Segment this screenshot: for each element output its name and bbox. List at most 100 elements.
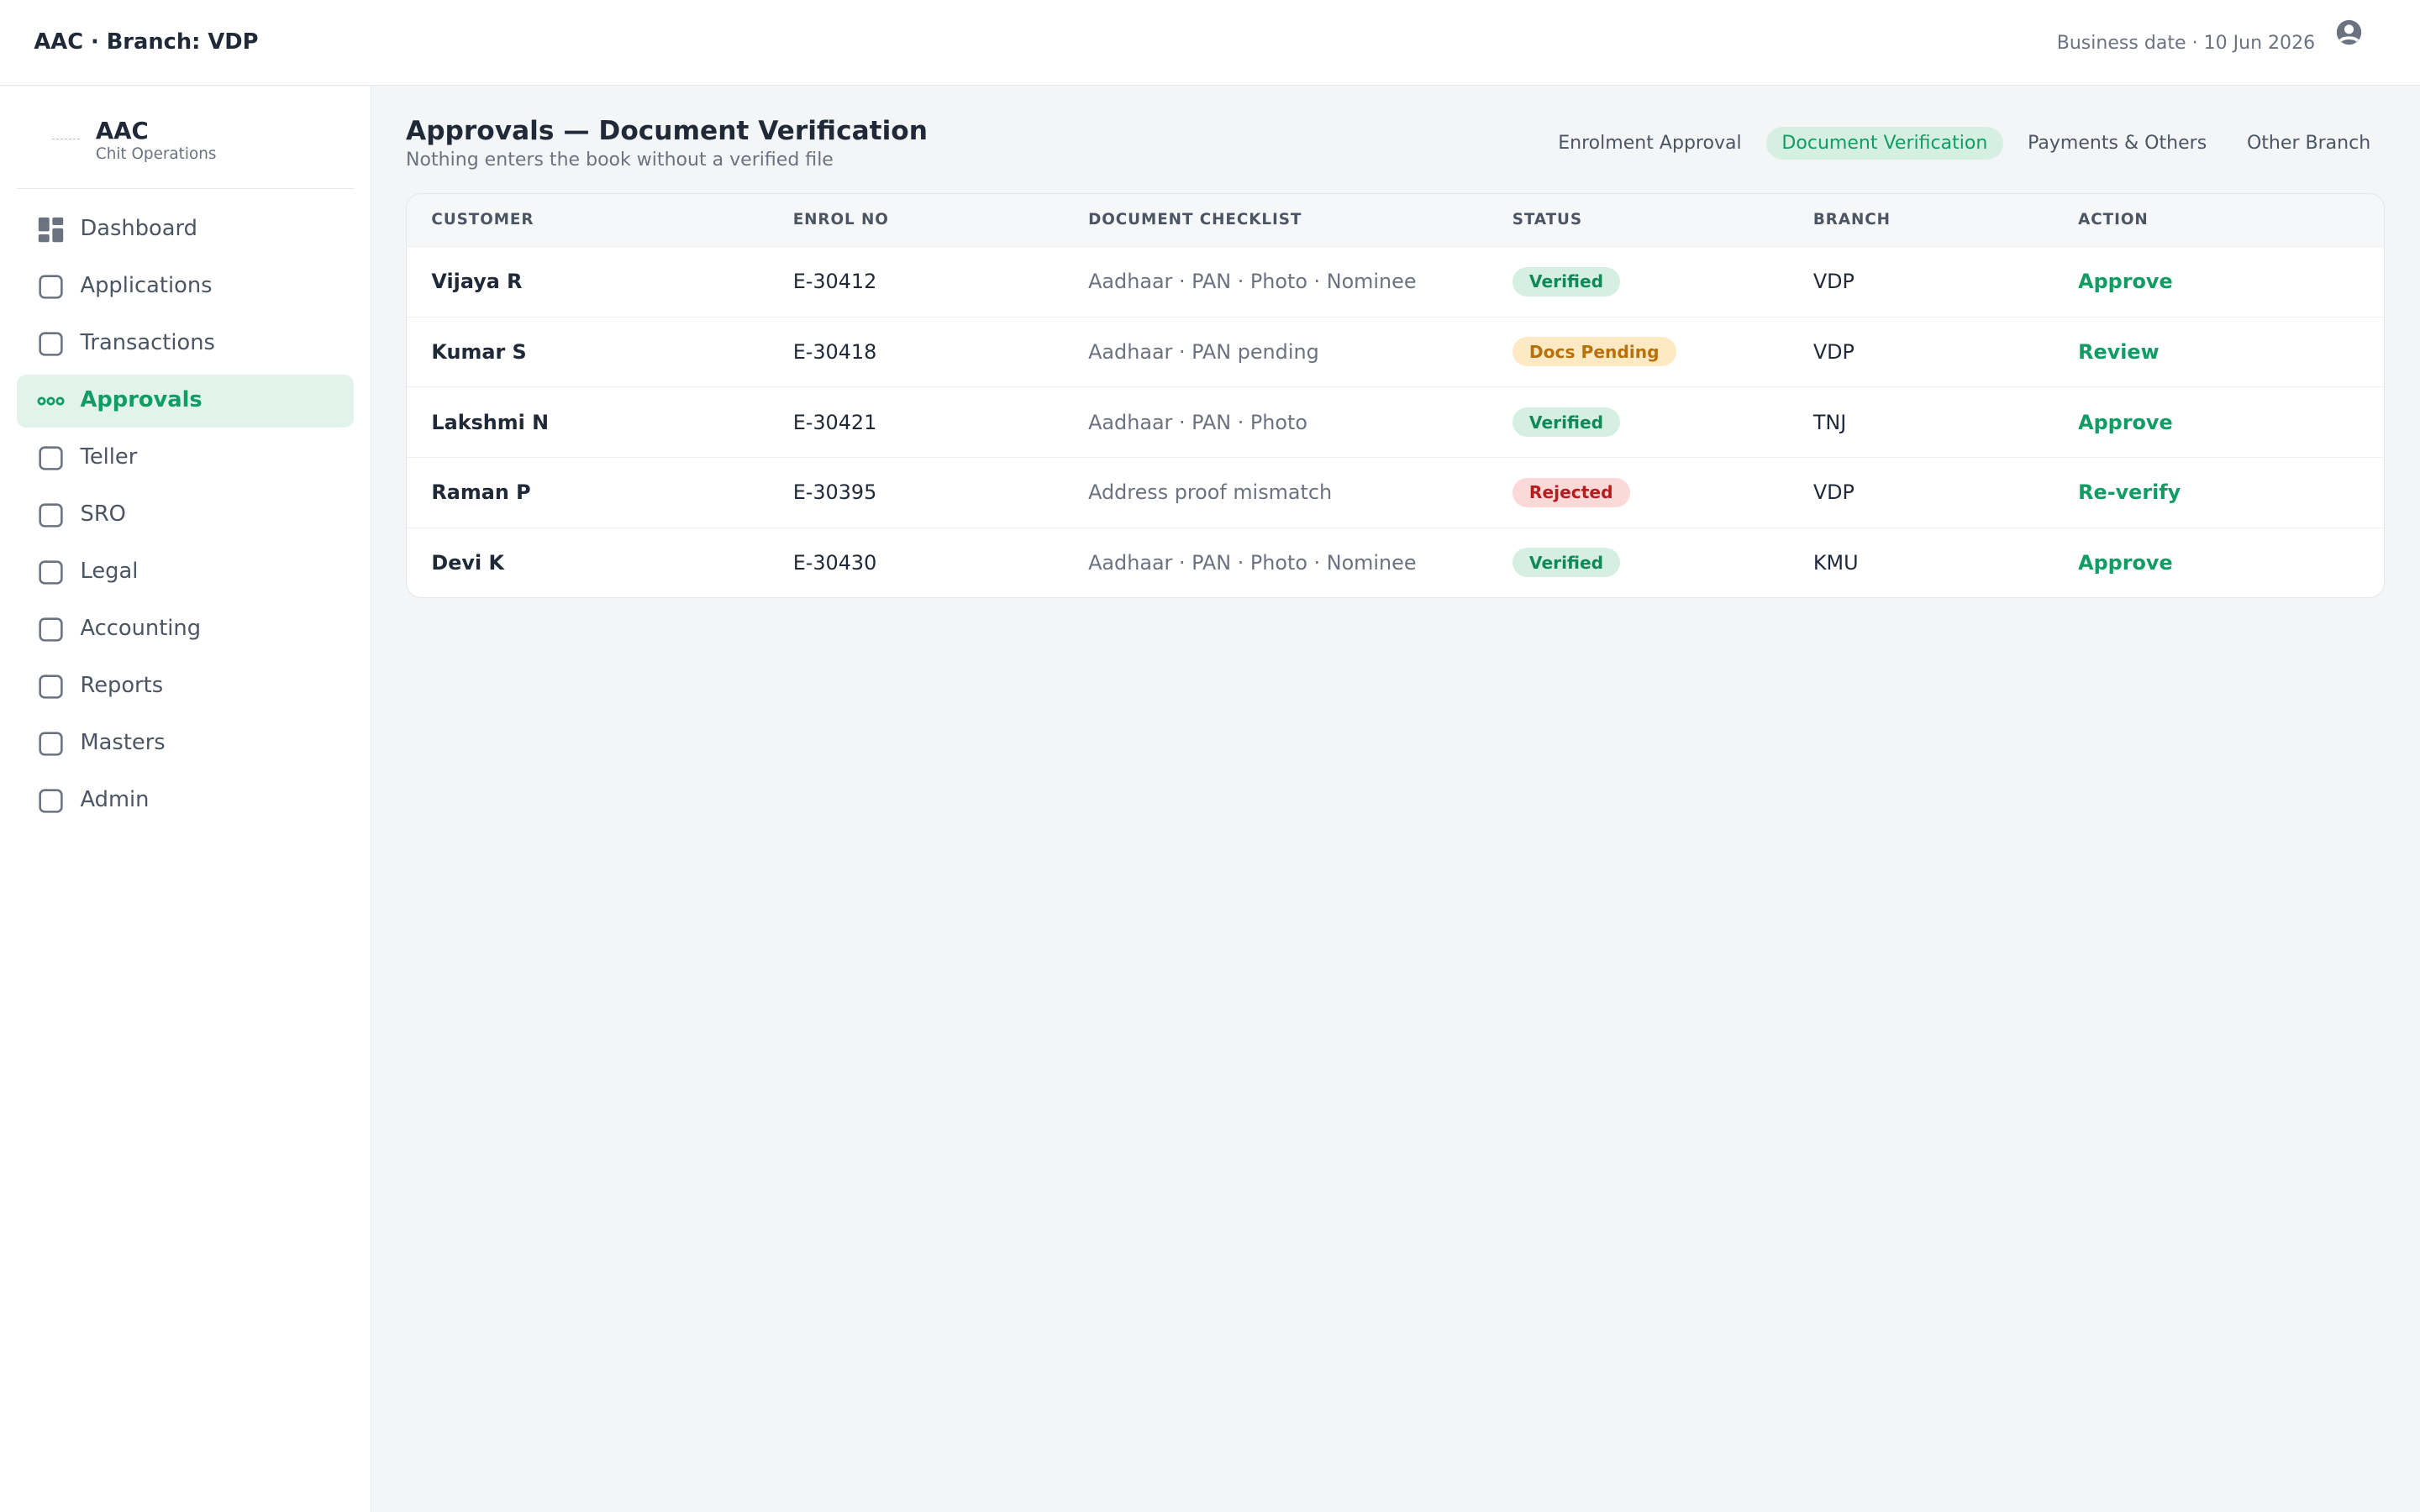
divider (17, 188, 354, 189)
column-header: STATUS (1487, 193, 1789, 247)
business-date: Business date · 10 Jun 2026 (2056, 32, 2316, 54)
status-badge: Verified (1512, 407, 1621, 438)
table-row: Kumar S E-30418 Aadhaar · PAN pending Docs … (407, 316, 2384, 387)
nav-label: Approvals (80, 387, 203, 412)
nav-item[interactable]: Admin (17, 774, 353, 827)
table-row: Lakshmi N E-30421 Aadhaar · PAN · Photo Ver… (407, 386, 2384, 458)
cell: Lakshmi N (407, 386, 769, 458)
page-title: Approvals — Document Verification (406, 115, 928, 146)
table-card: CUSTOMER ENROL NO DOCUMENT CHECKLIST STATUS… (406, 192, 2385, 599)
cell: Approve (2053, 527, 2384, 598)
nav-item[interactable]: SRO (17, 489, 353, 541)
column-header: CUSTOMER (407, 193, 769, 247)
tabs: Enrolment Approval Document Verification P… (1543, 126, 2386, 160)
cell: E-30430 (768, 527, 1064, 598)
page-subtitle: Nothing enters the book without a verifi… (406, 150, 834, 171)
cell: Aadhaar · PAN · Photo (1063, 386, 1488, 458)
cell: Verified (1487, 246, 1789, 318)
cell: VDP (1788, 316, 2054, 387)
profile-icon[interactable] (2335, 18, 2363, 46)
nav-item[interactable]: Teller (17, 432, 353, 484)
nav-item[interactable]: Legal (17, 546, 353, 598)
cell: VDP (1788, 456, 2054, 528)
status-badge: Docs Pending (1512, 337, 1676, 367)
nav-label: Teller (80, 444, 138, 470)
cell: Approve (2053, 246, 2384, 318)
nav-item[interactable]: Transactions (17, 318, 353, 370)
nav-item[interactable]: Approvals (17, 375, 354, 428)
cell: E-30395 (768, 456, 1064, 528)
nav-icon (39, 675, 63, 699)
cell: Verified (1487, 527, 1789, 598)
nav-label: Legal (80, 558, 139, 584)
cell: E-30412 (768, 246, 1064, 318)
nav-label: Reports (80, 672, 164, 698)
cell: Approve (2053, 386, 2384, 458)
app-title: AAC · Branch: VDP (34, 29, 259, 55)
action-link[interactable]: Approve (2078, 270, 2173, 294)
cell: VDP (1788, 246, 2054, 318)
brand-subtitle: Chit Operations (95, 144, 217, 163)
cell: Aadhaar · PAN · Photo · Nominee (1063, 246, 1488, 318)
cell: Review (2053, 316, 2384, 387)
table-row: Devi K E-30430 Aadhaar · PAN · Photo · Nom… (407, 527, 2384, 598)
nav-label: SRO (80, 501, 126, 527)
nav-label: Admin (80, 786, 150, 812)
table-row: Vijaya R E-30412 Aadhaar · PAN · Photo · N… (407, 246, 2384, 318)
action-link[interactable]: Approve (2078, 550, 2173, 575)
cell: TNJ (1788, 386, 2054, 458)
cell: Re-verify (2053, 456, 2384, 528)
cell: Vijaya R (407, 246, 769, 318)
cell: Devi K (407, 527, 769, 598)
nav-item[interactable]: Dashboard (17, 203, 353, 255)
table: CUSTOMER ENROL NO DOCUMENT CHECKLIST STATUS… (407, 193, 2384, 598)
column-header: ACTION (2053, 193, 2384, 247)
nav-icon (39, 732, 63, 756)
cell: E-30421 (768, 386, 1064, 458)
nav-icon (39, 789, 63, 813)
cell: Rejected (1487, 456, 1789, 528)
nav-label: Accounting (80, 615, 202, 641)
nav-icon (39, 332, 63, 356)
cell: Verified (1487, 386, 1789, 458)
brand: AAC (95, 117, 149, 144)
cell: KMU (1788, 527, 2054, 598)
column-header: DOCUMENT CHECKLIST (1063, 193, 1488, 247)
sidebar: AAC Chit Operations Dashboard Application… (0, 86, 371, 1512)
tab[interactable]: Other Branch (2246, 132, 2371, 154)
nav-icon (39, 275, 63, 299)
nav-icon (39, 503, 63, 528)
action-link[interactable]: Review (2078, 339, 2160, 364)
nav-item[interactable]: Masters (17, 717, 353, 769)
cell: Address proof mismatch (1063, 456, 1488, 528)
nav-item[interactable]: Accounting (17, 603, 353, 655)
status-badge: Rejected (1512, 477, 1630, 507)
nav-icon (38, 217, 64, 243)
nav-label: Masters (80, 729, 166, 755)
nav-icon (37, 396, 65, 406)
tab[interactable]: Document Verification (1766, 126, 2003, 160)
nav-label: Transactions (80, 330, 215, 356)
table-row: Raman P E-30395 Address proof mismatch Reje… (407, 456, 2384, 528)
cell: Raman P (407, 456, 769, 528)
cell: Aadhaar · PAN pending (1063, 316, 1488, 387)
column-header: ENROL NO (768, 193, 1064, 247)
nav-item[interactable]: Reports (17, 660, 353, 712)
top-bar: AAC · Branch: VDP Business date · 10 Jun… (0, 0, 2420, 87)
status-badge: Verified (1512, 266, 1621, 297)
column-header: BRANCH (1788, 193, 2054, 247)
action-link[interactable]: Approve (2078, 410, 2173, 434)
nav-item[interactable]: Applications (17, 260, 353, 312)
status-badge: Verified (1512, 548, 1621, 578)
nav-label: Dashboard (80, 216, 197, 242)
tab[interactable]: Payments & Others (2028, 132, 2207, 154)
action-link[interactable]: Re-verify (2078, 480, 2181, 505)
nav-icon (39, 446, 63, 470)
cell: Docs Pending (1487, 316, 1789, 387)
nav-label: Applications (80, 273, 213, 299)
cell: Kumar S (407, 316, 769, 387)
cell: E-30418 (768, 316, 1064, 387)
tab[interactable]: Enrolment Approval (1558, 132, 1742, 154)
cell: Aadhaar · PAN · Photo · Nominee (1063, 527, 1488, 598)
